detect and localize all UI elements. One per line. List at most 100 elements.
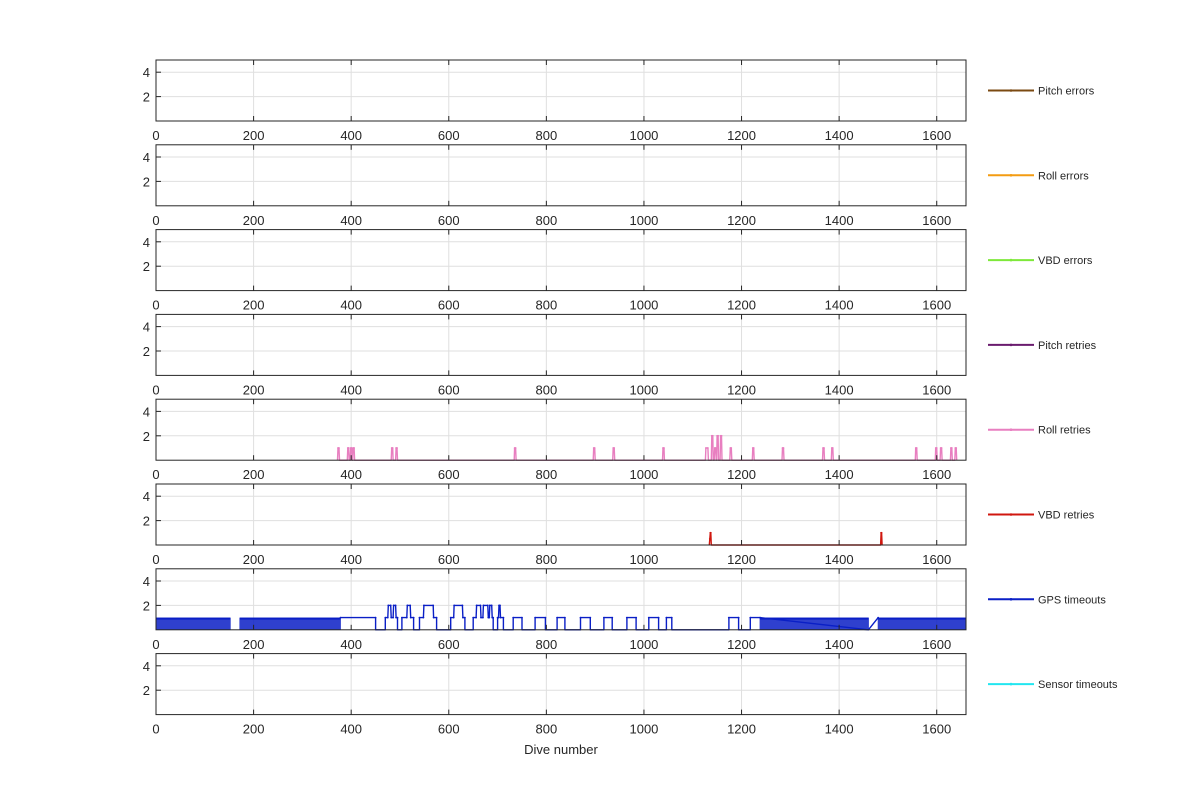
data-point	[390, 616, 393, 619]
x-tick-label: 1400	[825, 128, 854, 143]
x-tick-label: 400	[340, 722, 362, 737]
x-tick-label: 600	[438, 382, 460, 397]
x-tick-label: 1600	[922, 382, 951, 397]
x-tick-label: 1600	[922, 467, 951, 482]
data-point	[589, 616, 592, 619]
chart-xlabel: Dive number	[524, 742, 598, 757]
x-tick-label: 200	[243, 298, 265, 313]
data-point	[737, 616, 740, 619]
data-point	[435, 616, 438, 619]
legend-marker	[1009, 343, 1013, 347]
x-tick-label: 200	[243, 213, 265, 228]
axes-box	[155, 313, 967, 376]
data-point	[480, 616, 482, 619]
subplot-7: GPS timeouts 0 200 400 600 800 1000 1200 1400 160…	[143, 568, 1106, 652]
x-tick-label: 800	[536, 552, 558, 567]
x-tick-label: 400	[340, 382, 362, 397]
x-tick-label: 400	[340, 298, 362, 313]
legend-label: Pitch errors	[1038, 86, 1095, 98]
data-point	[935, 447, 938, 449]
y-tick-label: 2	[143, 174, 150, 189]
x-tick-label: 200	[243, 467, 265, 482]
series-line	[340, 604, 879, 631]
data-point	[463, 616, 466, 619]
data-point	[492, 616, 495, 619]
x-tick-label: 600	[438, 552, 460, 567]
data-point	[405, 616, 408, 619]
data-point	[730, 447, 733, 449]
subplot-6: VBD retries 0 200 400 600 800 1000 1200 1400 1600…	[143, 483, 1095, 567]
plot-area	[156, 229, 966, 291]
axes-box	[155, 568, 967, 631]
data-point	[603, 616, 605, 619]
x-tick-label: 1000	[629, 298, 658, 313]
x-tick-label: 1400	[825, 213, 854, 228]
x-tick-label: 200	[243, 552, 265, 567]
data-point	[432, 616, 435, 619]
x-tick-label: 1200	[727, 722, 756, 737]
subplot-8: Sensor timeouts 0 200 400 600 800 1000 1200 1400…	[143, 653, 1118, 737]
series-toggles	[877, 617, 967, 630]
legend-label: VBD errors	[1038, 255, 1093, 267]
x-tick-label: 800	[536, 722, 558, 737]
y-tick-label: 2	[143, 90, 150, 105]
data-point	[663, 447, 665, 449]
x-tick-label: 0	[152, 382, 159, 397]
data-point	[534, 616, 537, 619]
x-tick-label: 400	[340, 552, 362, 567]
axes-box	[155, 483, 967, 546]
data-point	[709, 531, 712, 534]
x-tick-label: 0	[152, 552, 159, 567]
data-point	[482, 616, 484, 619]
subplot-5: Roll retries 0 200 400 600 800 1000 1200 1400 160…	[143, 398, 1091, 482]
x-tick-label: 400	[340, 637, 362, 652]
x-tick-label: 1600	[922, 552, 951, 567]
data-point	[544, 616, 547, 619]
data-point	[396, 616, 399, 619]
x-tick-label: 600	[438, 298, 460, 313]
data-point	[452, 616, 455, 619]
data-point	[396, 447, 398, 449]
data-point	[759, 616, 761, 619]
x-tick-label: 1600	[922, 128, 951, 143]
x-tick-label: 0	[152, 128, 159, 143]
x-tick-label: 1400	[825, 552, 854, 567]
data-point	[350, 447, 353, 449]
data-point	[720, 434, 723, 437]
data-point	[705, 447, 707, 449]
legend-marker	[1009, 428, 1013, 432]
data-point	[823, 447, 825, 449]
x-tick-label: 1000	[629, 637, 658, 652]
legend-label: GPS timeouts	[1038, 594, 1106, 606]
x-tick-label: 1400	[825, 298, 854, 313]
data-point	[717, 434, 720, 437]
legend-marker	[1009, 258, 1013, 262]
data-point	[422, 604, 425, 607]
x-tick-label: 1000	[629, 722, 658, 737]
axes-box	[155, 398, 967, 461]
x-tick-label: 600	[438, 637, 460, 652]
x-tick-label: 800	[536, 298, 558, 313]
data-point	[499, 616, 502, 619]
y-tick-label: 4	[143, 489, 150, 504]
legend-marker	[1009, 682, 1013, 686]
data-point	[394, 604, 397, 607]
x-tick-label: 200	[243, 382, 265, 397]
plot-area	[156, 314, 966, 376]
legend-marker	[1009, 89, 1013, 92]
y-tick-label: 4	[143, 320, 150, 335]
subplot-1: Pitch errors 0 200 400 600 800 1000 1200 1400 160…	[143, 59, 1095, 143]
plot-area	[156, 653, 966, 715]
data-point	[579, 616, 582, 619]
series-gps-timeouts	[155, 604, 967, 631]
data-point	[461, 604, 464, 607]
data-point	[514, 447, 517, 449]
data-point	[338, 447, 340, 449]
subplot-3: VBD errors 0 200 400 600 800 1000 1200 1400 1600 2…	[143, 229, 1093, 313]
data-point	[422, 616, 425, 619]
x-tick-label: 0	[152, 467, 159, 482]
x-tick-label: 1600	[922, 298, 951, 313]
data-point	[409, 616, 412, 619]
x-tick-label: 1200	[727, 298, 756, 313]
data-point	[940, 447, 943, 449]
